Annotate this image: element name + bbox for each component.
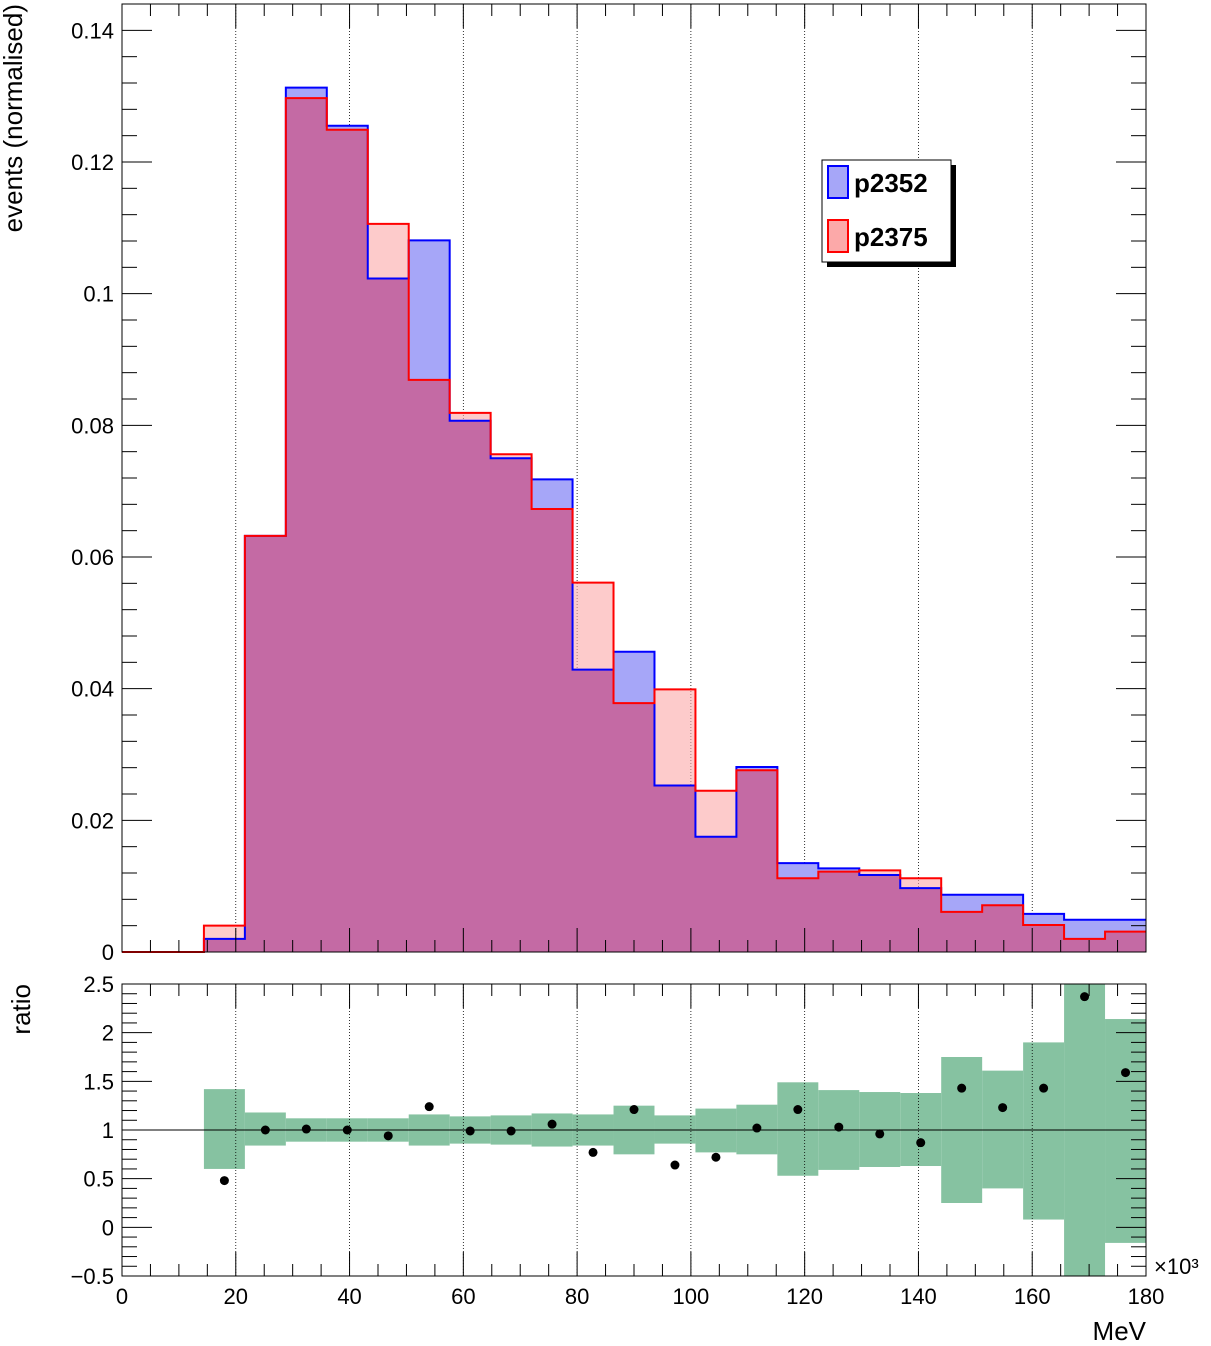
y-tick-label: 0.14 — [71, 18, 114, 43]
ratio-point — [342, 1125, 352, 1135]
top-frame — [121, 3, 1147, 953]
legend-label-p2352: p2352 — [854, 168, 928, 198]
ratio-band-segment — [1023, 1042, 1065, 1220]
x-tick-label: 160 — [1014, 1284, 1051, 1309]
x-tick-label: 180 — [1128, 1284, 1165, 1309]
ratio-point — [793, 1105, 803, 1115]
x-tick-label: 100 — [673, 1284, 710, 1309]
bottom-y-axis-title: ratio — [6, 984, 36, 1035]
ratio-point — [219, 1176, 229, 1186]
histogram-outlines — [122, 86, 1146, 953]
ratio-y-tick-label: 0 — [102, 1215, 114, 1240]
ratio-band-segment — [203, 1089, 245, 1169]
ratio-point — [424, 1102, 434, 1112]
legend-swatch-p2352 — [827, 165, 849, 199]
ratio-point — [383, 1131, 393, 1141]
ratio-point — [260, 1125, 270, 1135]
histogram-panel: 0 0.02 0.04 0.06 0.08 0.1 0.12 0.14 events (nor… — [0, 3, 1147, 965]
ratio-point — [875, 1129, 885, 1139]
bottom-grid — [235, 984, 1033, 1276]
ratio-point — [916, 1138, 926, 1148]
bottom-axis-ticks — [121, 983, 1147, 1277]
ratio-point — [465, 1126, 475, 1136]
legend-swatch-p2375 — [827, 219, 849, 253]
ratio-point — [1080, 992, 1090, 1002]
y-tick-label: 0.08 — [71, 413, 114, 438]
y-tick-label: 0.12 — [71, 150, 114, 175]
histogram-line-p2375 — [122, 97, 1146, 953]
y-tick-label: 0.02 — [71, 808, 114, 833]
x-tick-label: 120 — [786, 1284, 823, 1309]
ratio-point — [1039, 1083, 1049, 1093]
bottom-y-tick-labels: −0.5 0 0.5 1 1.5 2 2.5 — [71, 972, 114, 1289]
x-tick-label: 0 — [116, 1284, 128, 1309]
histogram-overlap-fill — [122, 98, 1146, 953]
y-tick-label: 0.1 — [83, 282, 114, 307]
x-tick-label: 40 — [337, 1284, 361, 1309]
ratio-point — [588, 1147, 598, 1157]
ratio-y-tick-label: −0.5 — [71, 1264, 114, 1289]
ratio-y-tick-label: 1.5 — [83, 1069, 114, 1094]
y-tick-label: 0 — [102, 940, 114, 965]
top-y-axis-title: events (normalised) — [0, 4, 28, 232]
ratio-point — [834, 1122, 844, 1132]
ratio-point — [1121, 1068, 1131, 1078]
top-y-tick-labels: 0 0.02 0.04 0.06 0.08 0.1 0.12 0.14 — [71, 18, 114, 965]
histogram-fills — [122, 87, 1146, 953]
x-axis-multiplier: ×10³ — [1154, 1254, 1199, 1279]
y-tick-label: 0.06 — [71, 545, 114, 570]
x-tick-labels: 0 20 40 60 80 100 120 140 160 180 — [116, 1284, 1164, 1309]
ratio-point — [301, 1124, 311, 1134]
ratio-y-tick-label: 0.5 — [83, 1167, 114, 1192]
ratio-point — [547, 1119, 557, 1129]
bottom-frame — [121, 983, 1147, 1277]
legend-label-p2375: p2375 — [854, 222, 928, 252]
ratio-band-segment — [1105, 1019, 1146, 1243]
ratio-point — [629, 1105, 639, 1115]
x-tick-label: 20 — [224, 1284, 248, 1309]
y-tick-label: 0.04 — [71, 677, 114, 702]
ratio-points — [219, 992, 1131, 1186]
ratio-band-segment — [777, 1082, 819, 1176]
ratio-y-tick-label: 1 — [102, 1118, 114, 1143]
x-tick-label: 140 — [900, 1284, 937, 1309]
ratio-y-tick-label: 2 — [102, 1021, 114, 1046]
ratio-point — [752, 1123, 762, 1133]
top-axis-ticks — [121, 3, 1147, 953]
ratio-y-tick-label: 2.5 — [83, 972, 114, 997]
x-tick-label: 60 — [451, 1284, 475, 1309]
x-axis-title: MeV — [1093, 1316, 1147, 1346]
ratio-point — [711, 1152, 721, 1162]
ratio-panel: −0.500.511.522.5 0 20 40 60 80 100 120 140 160 18… — [6, 972, 1199, 1346]
ratio-point — [957, 1083, 967, 1093]
ratio-point — [670, 1160, 680, 1170]
legend: p2352 p2375 — [821, 159, 956, 267]
x-tick-label: 80 — [565, 1284, 589, 1309]
ratio-point — [506, 1126, 516, 1136]
ratio-point — [998, 1103, 1008, 1113]
